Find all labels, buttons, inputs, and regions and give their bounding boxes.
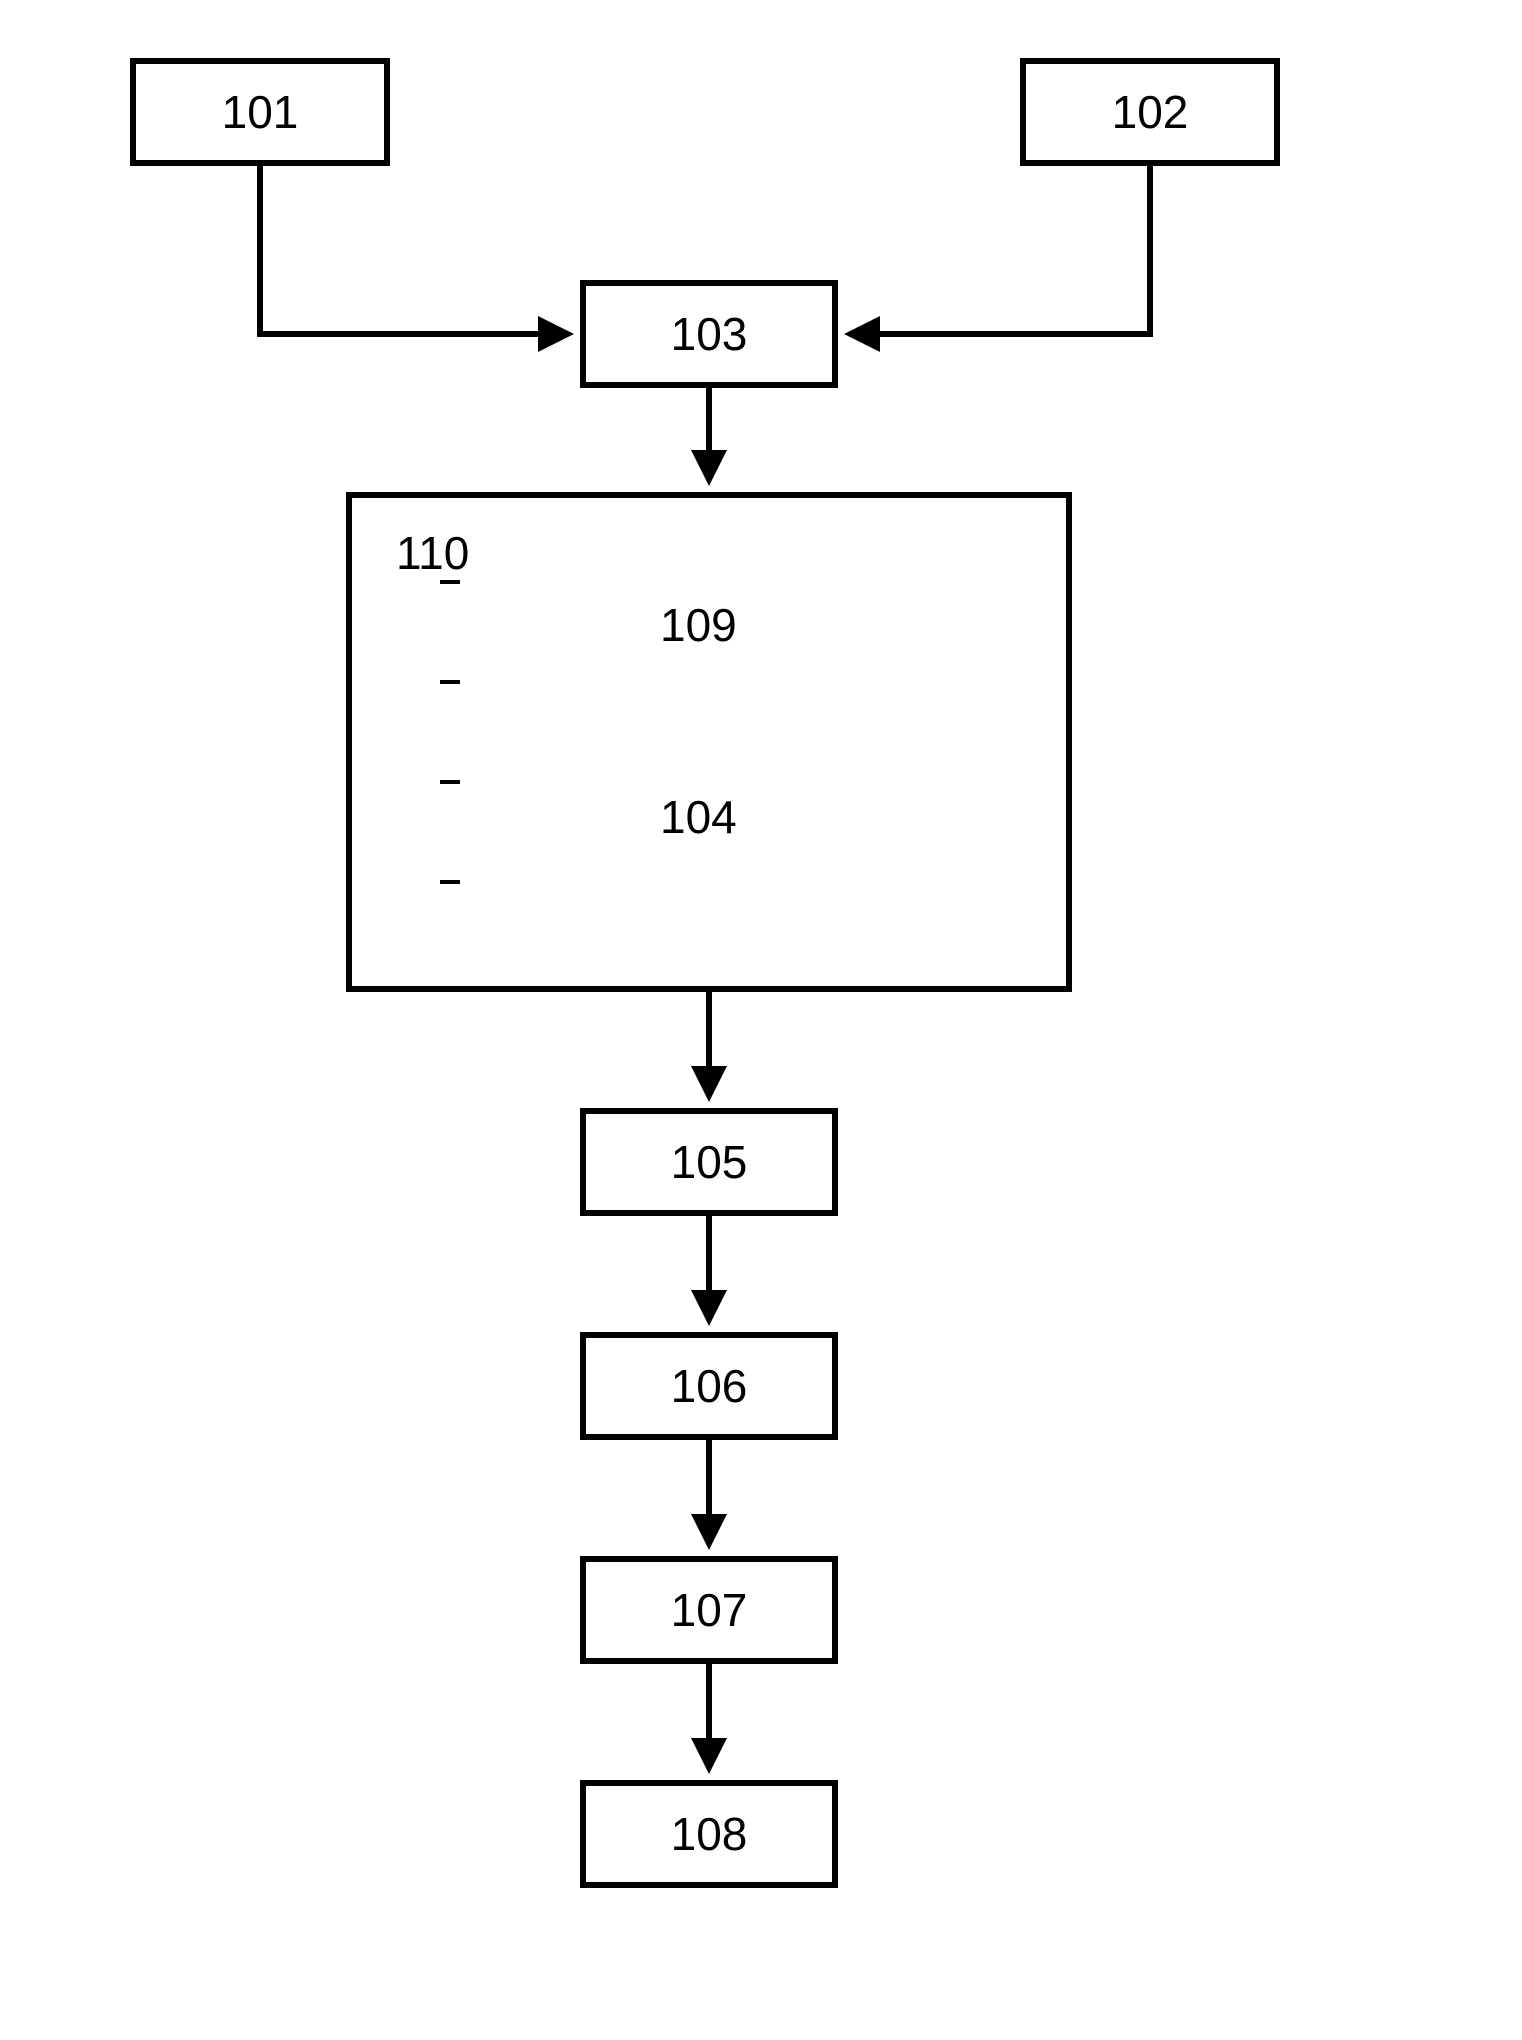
tick-mark: [440, 580, 460, 584]
edge-e102-103: [850, 166, 1150, 334]
node-103: 103: [580, 280, 838, 388]
node-label-106: 106: [671, 1359, 748, 1413]
edge-e101-103: [260, 166, 568, 334]
tick-mark: [440, 780, 460, 784]
node-107: 107: [580, 1556, 838, 1664]
flowchart-canvas: 101 102 103 110 105 106 107 108 109 104: [0, 0, 1522, 2040]
label-109: 109: [660, 598, 737, 652]
node-108: 108: [580, 1780, 838, 1888]
node-105: 105: [580, 1108, 838, 1216]
node-label-103: 103: [671, 307, 748, 361]
node-label-102: 102: [1112, 85, 1189, 139]
node-101: 101: [130, 58, 390, 166]
node-label-108: 108: [671, 1807, 748, 1861]
label-104: 104: [660, 790, 737, 844]
tick-mark: [440, 680, 460, 684]
node-110: 110: [346, 492, 1072, 992]
node-label-110: 110: [396, 526, 469, 580]
node-106: 106: [580, 1332, 838, 1440]
node-label-101: 101: [222, 85, 299, 139]
node-label-107: 107: [671, 1583, 748, 1637]
tick-mark: [440, 880, 460, 884]
node-label-105: 105: [671, 1135, 748, 1189]
node-102: 102: [1020, 58, 1280, 166]
